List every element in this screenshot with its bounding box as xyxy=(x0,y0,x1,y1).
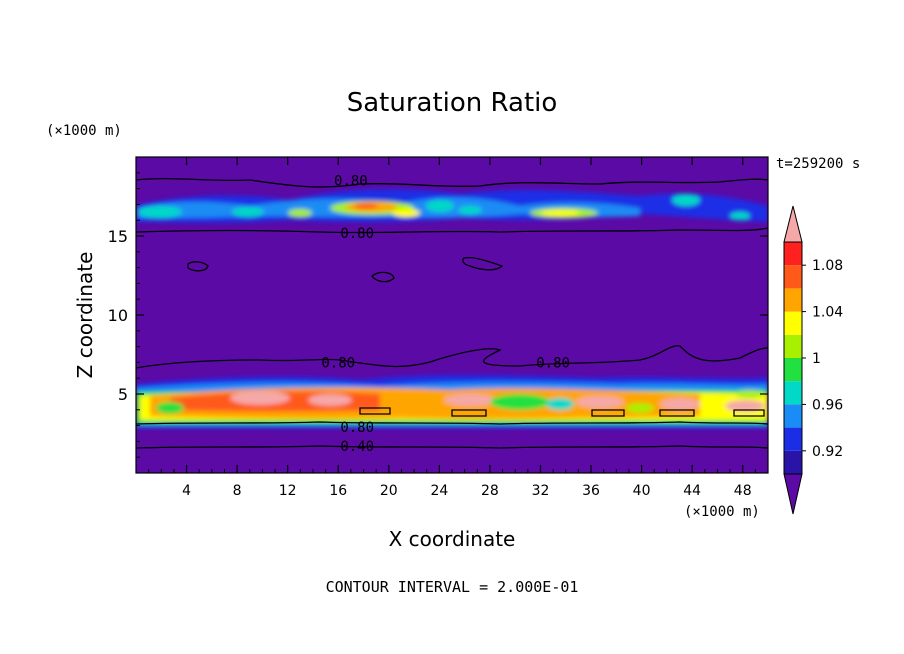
x-tick-label: 48 xyxy=(734,483,752,499)
lower-band xyxy=(136,375,768,428)
contour-label: 0.80 xyxy=(321,355,355,371)
contour-blob-left xyxy=(187,261,209,272)
contour-blob-mid xyxy=(371,271,395,283)
contour-lines xyxy=(136,177,768,449)
colorbar-segment xyxy=(784,265,802,289)
x-unit-label: (×1000 m) xyxy=(684,504,760,520)
plot-area: 0.80 0.80 0.80 0.80 0.80 0.40 xyxy=(136,157,768,473)
contour-lens-5 xyxy=(359,407,391,415)
contour-labels: 0.80 0.80 0.80 0.80 0.80 0.40 xyxy=(321,174,570,455)
x-axis: 4 8 12 16 20 24 28 32 36 40 44 48 xyxy=(148,157,756,499)
colorbar-min-arrow xyxy=(783,473,803,515)
colorbar-segment xyxy=(784,404,802,428)
contour-upper-top xyxy=(136,177,768,188)
colorbar-max-arrow xyxy=(783,205,803,243)
x-tick-label: 24 xyxy=(430,483,448,499)
contour-lens-4 xyxy=(733,409,765,417)
colorbar-tick-label: 0.96 xyxy=(812,397,843,413)
contour-label: 0.40 xyxy=(340,439,374,455)
y-tick-label: 15 xyxy=(108,227,128,246)
upper-band xyxy=(136,189,768,223)
colorbar-segment xyxy=(784,381,802,405)
x-tick-label: 8 xyxy=(233,483,242,499)
contour-blob-right xyxy=(462,256,504,271)
colorbar-segment xyxy=(784,288,802,312)
colorbar: 0.92 0.96 1 1.04 1.08 xyxy=(783,205,843,515)
contour-lower-top xyxy=(136,421,768,425)
colorbar-segment xyxy=(784,358,802,382)
x-tick-label: 4 xyxy=(182,483,191,499)
contour-lens-1 xyxy=(451,409,487,417)
x-tick-label: 28 xyxy=(481,483,499,499)
colorbar-tick-label: 1.04 xyxy=(812,305,843,321)
time-label: t=259200 s xyxy=(776,156,860,172)
contour-mid xyxy=(136,345,768,369)
colorbar-segment xyxy=(784,334,802,358)
colorbar-tick-label: 1 xyxy=(812,351,821,367)
colorbar-segment xyxy=(784,450,802,474)
contour-label: 0.80 xyxy=(334,174,368,190)
contour-label: 0.80 xyxy=(340,420,374,436)
x-tick-label: 44 xyxy=(683,483,701,499)
y-tick-label: 5 xyxy=(118,385,128,404)
colorbar-segment xyxy=(784,427,802,451)
contour-upper-bottom xyxy=(136,227,768,234)
colorbar-segment xyxy=(784,311,802,335)
contour-lens-3 xyxy=(659,409,695,417)
x-tick-label: 16 xyxy=(329,483,347,499)
contour-lower-bottom xyxy=(136,445,768,449)
colorbar-tick-label: 1.08 xyxy=(812,258,843,274)
x-tick-label: 20 xyxy=(380,483,398,499)
y-unit-label: (×1000 m) xyxy=(46,123,122,139)
chart-title: Saturation Ratio xyxy=(347,88,558,118)
colorbar-tick-label: 0.92 xyxy=(812,444,843,460)
contour-interval-footer: CONTOUR INTERVAL = 2.000E-01 xyxy=(326,578,579,596)
contour-label: 0.80 xyxy=(340,226,374,242)
y-tick-label: 10 xyxy=(108,306,128,325)
y-axis: 5 10 15 xyxy=(108,172,768,458)
x-tick-label: 32 xyxy=(532,483,550,499)
y-axis-title: Z coordinate xyxy=(73,252,97,379)
colorbar-segment xyxy=(784,242,802,266)
contour-label: 0.80 xyxy=(536,355,570,371)
x-axis-title: X coordinate xyxy=(389,527,516,551)
x-tick-label: 40 xyxy=(633,483,651,499)
x-tick-label: 12 xyxy=(279,483,297,499)
x-tick-label: 36 xyxy=(582,483,600,499)
contour-lens-2 xyxy=(591,409,625,417)
